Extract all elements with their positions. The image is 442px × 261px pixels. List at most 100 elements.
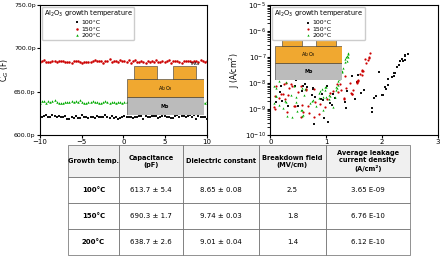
150°C — [272, 84, 279, 88]
150°C — [342, 74, 349, 78]
100°C — [335, 73, 342, 77]
150°C — [286, 86, 293, 91]
100°C — [277, 90, 284, 94]
100°C — [319, 92, 326, 97]
200°C — [319, 108, 326, 112]
100°C — [391, 71, 398, 75]
150°C — [282, 81, 289, 85]
200°C — [299, 86, 306, 90]
100°C — [293, 78, 300, 82]
150°C — [354, 79, 361, 83]
100°C — [357, 91, 364, 95]
200°C — [331, 95, 338, 99]
100°C — [321, 74, 328, 78]
100°C — [348, 74, 355, 78]
100°C — [382, 85, 389, 89]
150°C — [334, 82, 341, 86]
100°C — [320, 116, 328, 120]
200°C — [273, 94, 280, 99]
150°C — [101, 62, 106, 65]
150°C — [37, 60, 42, 63]
100°C — [390, 71, 397, 75]
200°C — [298, 114, 305, 118]
100°C — [328, 103, 335, 107]
100°C — [401, 52, 408, 57]
150°C — [280, 82, 287, 86]
150°C — [310, 87, 317, 91]
150°C — [317, 102, 324, 106]
200°C — [111, 100, 117, 103]
100°C — [139, 115, 144, 118]
100°C — [278, 98, 285, 103]
200°C — [335, 83, 342, 87]
100°C — [278, 84, 285, 88]
Line: 150°C: 150°C — [38, 58, 208, 64]
100°C — [361, 88, 368, 93]
150°C — [156, 61, 161, 64]
Legend: 100°C, 150°C, 200°C: 100°C, 150°C, 200°C — [42, 7, 134, 40]
Line: 200°C: 200°C — [38, 97, 208, 105]
150°C — [354, 79, 362, 83]
200°C — [299, 108, 306, 112]
100°C — [343, 106, 350, 110]
100°C — [343, 89, 351, 93]
100°C — [390, 74, 397, 78]
200°C — [293, 100, 300, 104]
200°C — [139, 100, 144, 103]
150°C — [143, 61, 148, 64]
100°C — [376, 70, 383, 74]
200°C — [301, 92, 308, 97]
200°C — [302, 87, 309, 91]
100°C — [310, 122, 317, 126]
100°C — [395, 63, 402, 67]
150°C — [305, 104, 312, 108]
150°C — [365, 58, 372, 62]
100°C — [401, 58, 408, 62]
200°C — [37, 101, 42, 104]
200°C — [316, 96, 323, 100]
200°C — [289, 115, 296, 119]
200°C — [309, 98, 316, 102]
150°C — [288, 84, 295, 88]
150°C — [340, 96, 347, 100]
200°C — [323, 95, 330, 99]
100°C — [380, 93, 387, 97]
150°C — [305, 111, 312, 116]
100°C — [103, 113, 108, 116]
200°C — [325, 97, 332, 101]
200°C — [284, 114, 291, 118]
150°C — [190, 61, 195, 64]
200°C — [300, 113, 307, 117]
200°C — [343, 58, 351, 63]
100°C — [404, 52, 412, 56]
150°C — [354, 80, 361, 84]
150°C — [278, 91, 285, 96]
100°C — [371, 96, 378, 100]
100°C — [396, 59, 404, 63]
150°C — [354, 78, 362, 82]
200°C — [319, 87, 326, 91]
200°C — [320, 95, 327, 99]
150°C — [356, 72, 363, 76]
150°C — [291, 104, 298, 108]
150°C — [297, 84, 305, 88]
200°C — [270, 101, 277, 105]
100°C — [204, 117, 210, 120]
200°C — [343, 54, 350, 58]
150°C — [285, 93, 292, 97]
200°C — [137, 100, 142, 103]
150°C — [275, 96, 282, 100]
100°C — [399, 57, 406, 62]
100°C — [369, 106, 376, 110]
200°C — [321, 85, 328, 90]
200°C — [187, 100, 193, 103]
100°C — [299, 89, 306, 93]
200°C — [327, 94, 334, 98]
200°C — [342, 57, 349, 62]
100°C — [141, 117, 146, 120]
150°C — [291, 104, 298, 108]
X-axis label: V$_G$ (V): V$_G$ (V) — [111, 146, 136, 159]
100°C — [395, 63, 402, 67]
150°C — [362, 61, 370, 66]
200°C — [329, 104, 336, 109]
